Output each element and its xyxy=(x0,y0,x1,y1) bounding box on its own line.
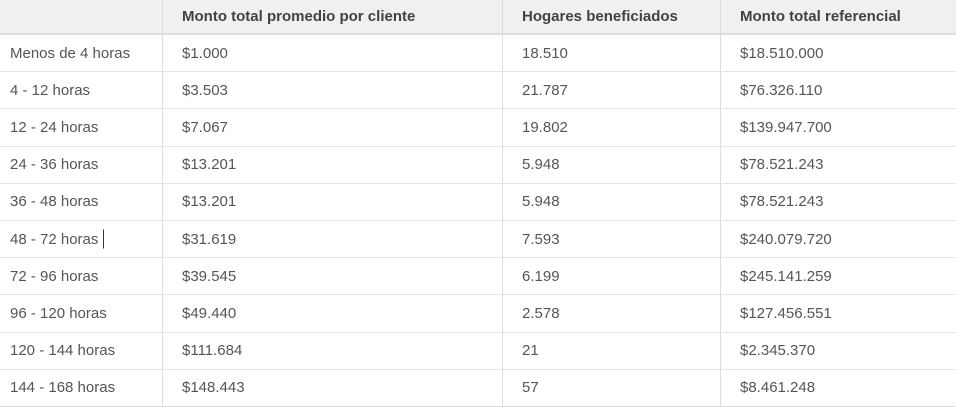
monto-promedio-cell: $39.545 xyxy=(162,258,502,295)
column-header-hogares-beneficiados: Hogares beneficiados xyxy=(502,0,720,33)
monto-referencial-cell: $245.141.259 xyxy=(720,258,956,295)
table-header-row: Monto total promedio por cliente Hogares… xyxy=(0,0,956,35)
hogares-beneficiados-cell: 6.199 xyxy=(502,258,720,295)
text-cursor xyxy=(103,229,104,249)
hogares-beneficiados-cell: 57 xyxy=(502,369,720,407)
monto-referencial-cell: $139.947.700 xyxy=(720,109,956,146)
table-row: Menos de 4 horas $1.000 18.510 $18.510.0… xyxy=(0,35,956,73)
row-label-cell: 48 - 72 horas xyxy=(0,221,162,257)
row-label-cell: 144 - 168 horas xyxy=(10,379,116,397)
table-row: 48 - 72 horas $31.619 7.593 $240.079.720 xyxy=(0,221,956,259)
monto-promedio-cell: $3.503 xyxy=(162,72,502,109)
monto-promedio-cell: $13.201 xyxy=(162,183,502,221)
monto-referencial-cell: $8.461.248 xyxy=(720,369,956,407)
table-row: 96 - 120 horas $49.440 2.578 $127.456.55… xyxy=(0,295,956,333)
row-label-cell: 72 - 96 horas xyxy=(10,267,99,285)
hogares-beneficiados-cell: 2.578 xyxy=(502,295,720,332)
monto-referencial-cell: $78.521.243 xyxy=(720,146,956,183)
monto-promedio-cell: $13.201 xyxy=(162,146,502,183)
column-header-monto-promedio: Monto total promedio por cliente xyxy=(162,0,502,33)
monto-referencial-cell: $2.345.370 xyxy=(720,332,956,369)
table-row: 4 - 12 horas $3.503 21.787 $76.326.110 xyxy=(0,72,956,110)
row-label-cell: 36 - 48 horas xyxy=(10,193,99,211)
hogares-beneficiados-cell: 5.948 xyxy=(502,146,720,183)
monto-referencial-cell: $127.456.551 xyxy=(720,295,956,332)
table-row: 12 - 24 horas $7.067 19.802 $139.947.700 xyxy=(0,109,956,147)
column-header-monto-referencial: Monto total referencial xyxy=(720,0,956,33)
monto-promedio-cell: $31.619 xyxy=(162,221,502,258)
row-label-cell: 96 - 120 horas xyxy=(10,305,107,323)
monto-promedio-cell: $1.000 xyxy=(162,35,502,72)
monto-referencial-cell: $78.521.243 xyxy=(720,183,956,221)
monto-referencial-cell: $76.326.110 xyxy=(720,72,956,109)
table-row: 72 - 96 horas $39.545 6.199 $245.141.259 xyxy=(0,258,956,296)
monto-promedio-cell: $111.684 xyxy=(162,332,502,369)
monto-promedio-cell: $49.440 xyxy=(162,295,502,332)
column-header-empty xyxy=(0,0,162,33)
hogares-beneficiados-cell: 21.787 xyxy=(502,72,720,109)
hogares-beneficiados-cell: 7.593 xyxy=(502,221,720,258)
row-label-cell: 24 - 36 horas xyxy=(10,156,99,174)
monto-promedio-cell: $7.067 xyxy=(162,109,502,146)
hogares-beneficiados-cell: 5.948 xyxy=(502,183,720,221)
hogares-beneficiados-cell: 18.510 xyxy=(502,35,720,72)
row-label-cell: Menos de 4 horas xyxy=(10,44,131,62)
monto-promedio-cell: $148.443 xyxy=(162,369,502,407)
table-row: 144 - 168 horas $148.443 57 $8.461.248 xyxy=(0,369,956,407)
table-row: 36 - 48 horas $13.201 5.948 $78.521.243 xyxy=(0,183,956,222)
hogares-beneficiados-cell: 21 xyxy=(502,332,720,369)
monto-referencial-cell: $18.510.000 xyxy=(720,35,956,72)
hogares-beneficiados-cell: 19.802 xyxy=(502,109,720,146)
table-row: 24 - 36 horas $13.201 5.948 $78.521.243 xyxy=(0,146,956,184)
row-label-cell: 12 - 24 horas xyxy=(10,119,99,136)
table-row: 120 - 144 horas $111.684 21 $2.345.370 xyxy=(0,332,956,370)
row-label-cell: 120 - 144 horas xyxy=(10,342,116,360)
row-label-cell: 4 - 12 horas xyxy=(10,81,91,99)
table-body: Menos de 4 horas $1.000 18.510 $18.510.0… xyxy=(0,35,956,407)
monto-referencial-cell: $240.079.720 xyxy=(720,221,956,258)
